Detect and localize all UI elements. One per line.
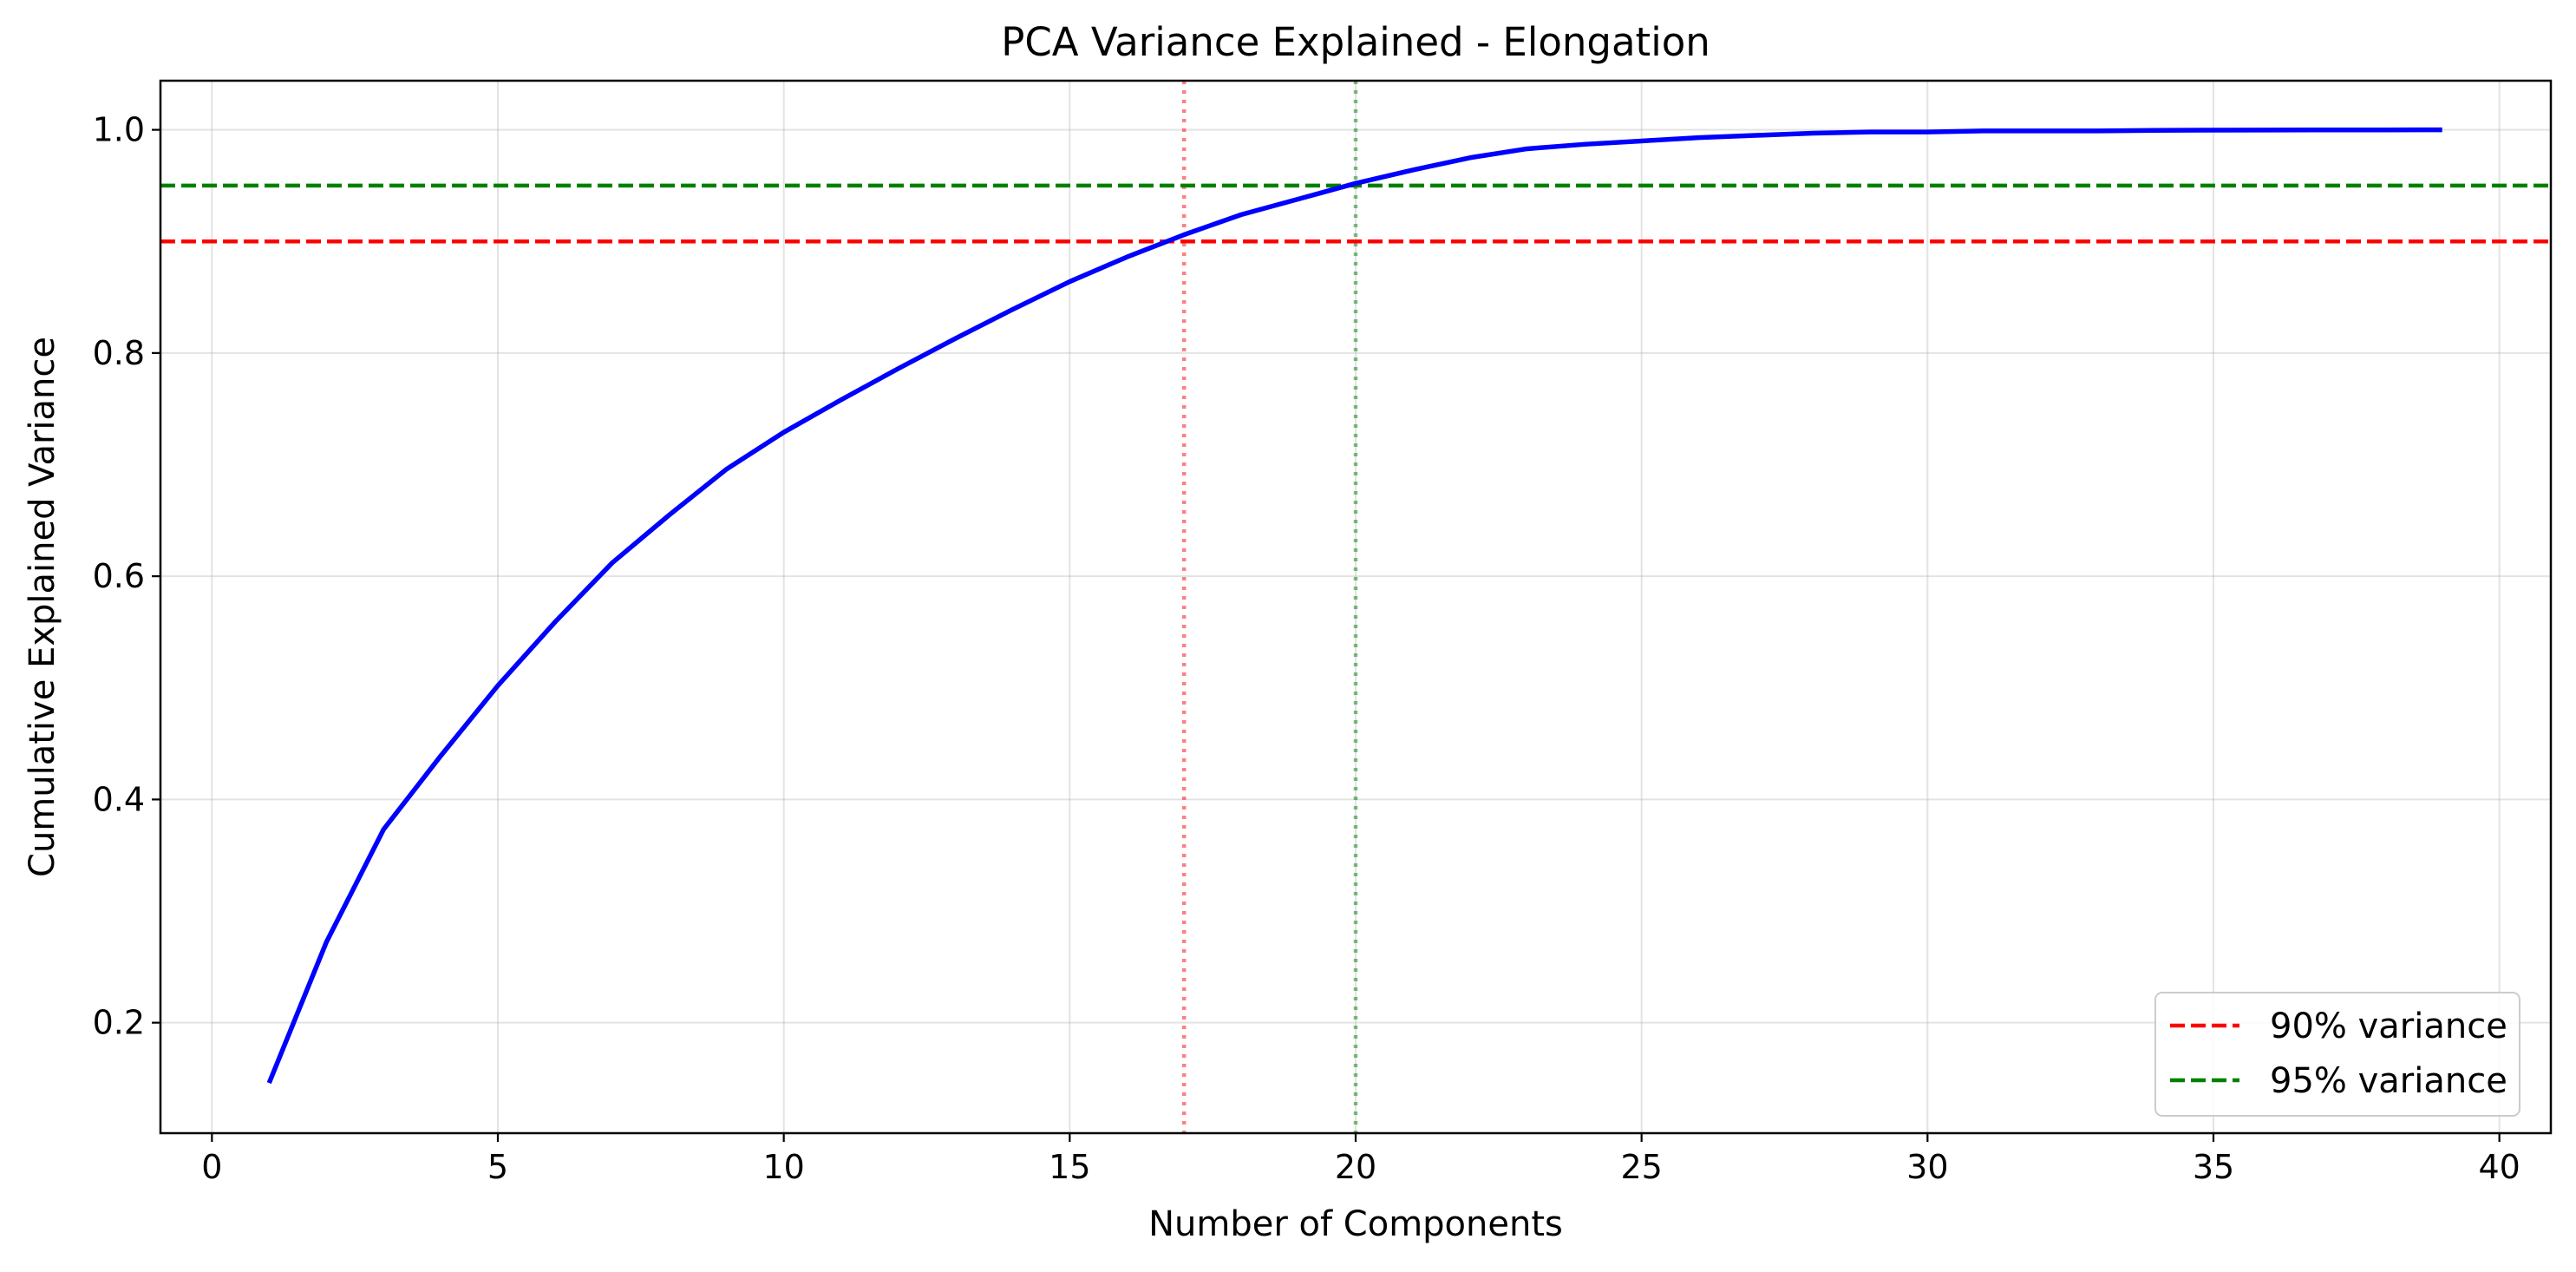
x-tick-label: 0	[201, 1148, 222, 1186]
chart-title: PCA Variance Explained - Elongation	[1001, 19, 1710, 65]
x-axis-label: Number of Components	[1148, 1204, 1563, 1244]
y-tick-label: 0.6	[93, 557, 145, 595]
x-axis-ticks: 0 5 10 15 20 25 30 35 40	[201, 1133, 2520, 1186]
y-tick-label: 0.2	[93, 1004, 145, 1042]
legend-box	[2154, 992, 2520, 1117]
x-tick-label: 40	[2478, 1148, 2520, 1186]
y-axis-label: Cumulative Explained Variance	[23, 337, 62, 877]
series	[266, 127, 2442, 1085]
x-tick-label: 20	[1335, 1148, 1376, 1186]
series-line	[266, 127, 2442, 1085]
y-axis-ticks: 0.2 0.4 0.6 0.8 1.0	[93, 111, 160, 1042]
x-tick-label: 35	[2193, 1148, 2234, 1186]
x-tick-label: 25	[1620, 1148, 1662, 1186]
legend: 90% variance 95% variance	[2154, 992, 2520, 1117]
x-tick-label: 5	[487, 1148, 508, 1186]
y-tick-label: 0.8	[93, 334, 145, 372]
legend-label-95: 95% variance	[2270, 1061, 2507, 1101]
legend-label-90: 90% variance	[2270, 1006, 2507, 1046]
x-tick-label: 30	[1906, 1148, 1948, 1186]
y-tick-label: 0.4	[93, 780, 145, 818]
y-tick-label: 1.0	[93, 111, 145, 149]
x-tick-label: 10	[762, 1148, 804, 1186]
x-tick-label: 15	[1049, 1148, 1090, 1186]
